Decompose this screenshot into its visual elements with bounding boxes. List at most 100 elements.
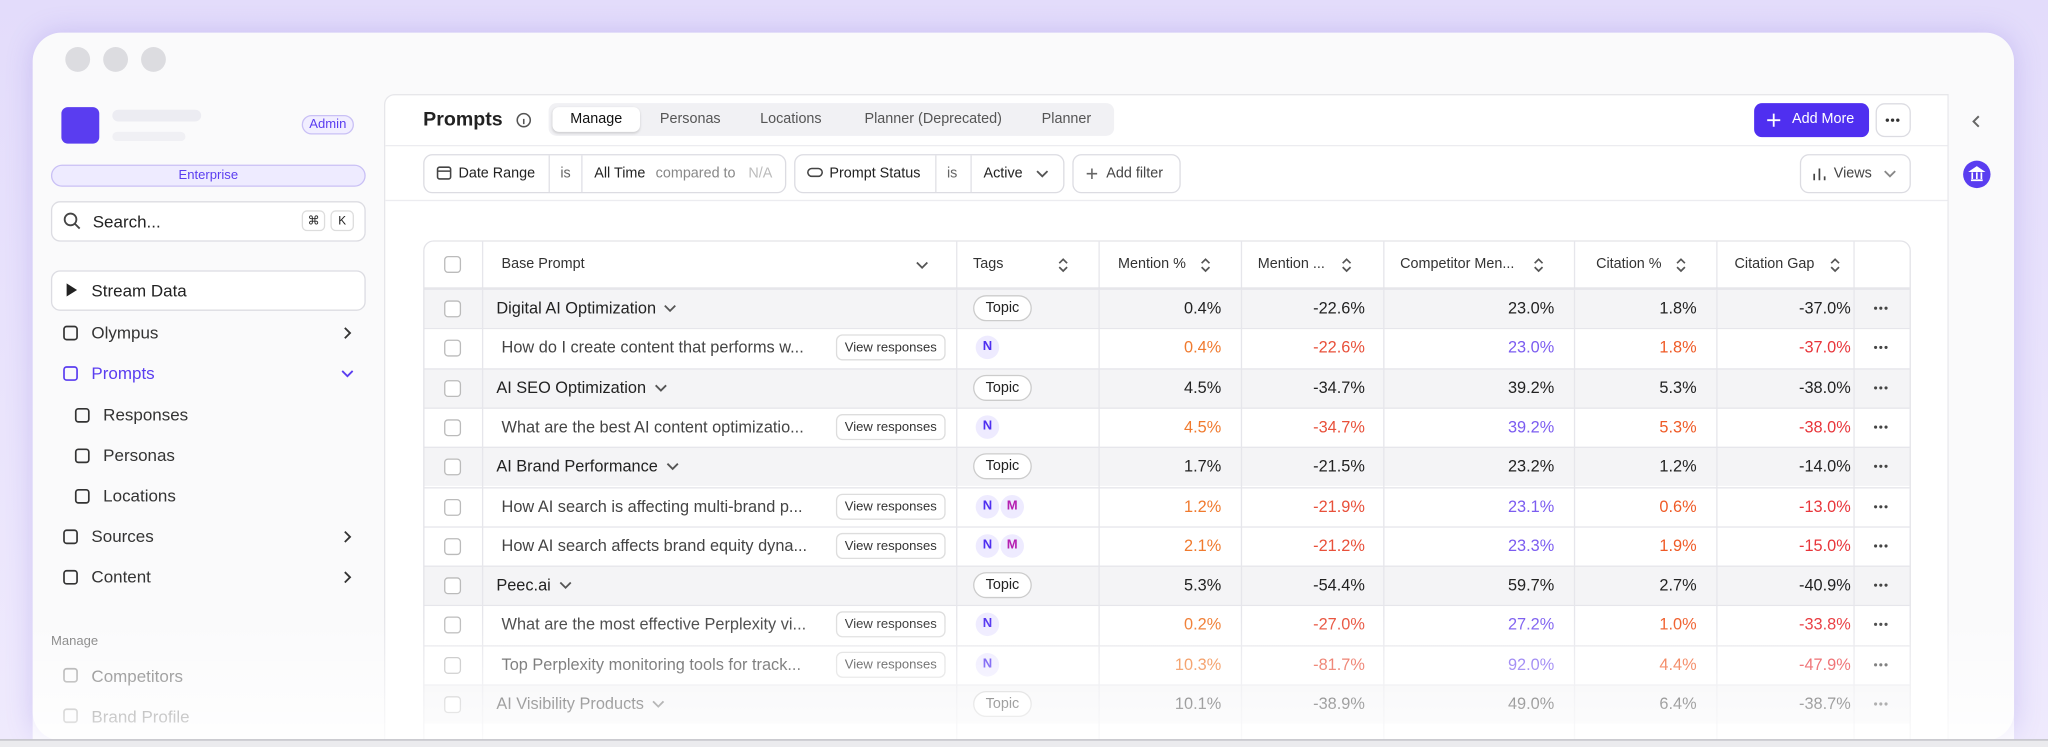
- tab-bar: [548, 103, 1115, 136]
- metric-value: 4.5%: [1183, 417, 1222, 437]
- stream-data-box[interactable]: [50, 270, 366, 311]
- row-checkbox[interactable]: [444, 498, 462, 516]
- view-responses-button[interactable]: View responses: [835, 532, 946, 559]
- search-box[interactable]: [50, 201, 366, 242]
- metric-value: 2.1%: [1183, 536, 1222, 555]
- metric-value: 5.3%: [1659, 417, 1697, 437]
- view-responses-button[interactable]: View responses: [835, 493, 946, 520]
- tab[interactable]: Manage: [552, 107, 640, 132]
- nav-item[interactable]: Personas: [103, 445, 175, 465]
- bottom-edge: [0, 739, 2048, 747]
- metric-value: 23.0%: [1507, 338, 1555, 357]
- column-header[interactable]: Base Prompt: [501, 255, 585, 272]
- nav-icon: [61, 568, 79, 586]
- placeholder-bar: [112, 131, 186, 142]
- metric-value: 1.2%: [1183, 496, 1222, 516]
- topic-name[interactable]: Peec.ai: [496, 576, 551, 595]
- metric-value: 1.2%: [1659, 457, 1697, 476]
- info-icon: [515, 111, 533, 129]
- column-header[interactable]: Mention %: [1118, 255, 1186, 272]
- column-header[interactable]: Competitor Men...: [1400, 255, 1515, 272]
- nav-item[interactable]: Locations: [103, 485, 176, 506]
- metric-value: -34.7%: [1313, 417, 1365, 437]
- chevron: [338, 324, 356, 342]
- tab[interactable]: Planner (Deprecated): [864, 111, 1002, 127]
- metric-value: 0.4%: [1183, 338, 1222, 357]
- row-checkbox[interactable]: [444, 300, 462, 318]
- chevron: [338, 528, 356, 546]
- filter-chip[interactable]: [1072, 154, 1181, 194]
- metric-value: -21.9%: [1313, 496, 1365, 516]
- topic-name[interactable]: AI Brand Performance: [496, 457, 658, 476]
- filter-chip[interactable]: [794, 154, 1065, 194]
- metric-value: 1.9%: [1659, 536, 1697, 555]
- metric-value: 1.7%: [1183, 457, 1222, 476]
- filter-text: Views: [1833, 165, 1872, 182]
- row-checkbox[interactable]: [444, 379, 462, 397]
- metric-value: 1.8%: [1659, 299, 1697, 318]
- tab[interactable]: Personas: [659, 111, 721, 127]
- nav-item[interactable]: Prompts: [91, 363, 155, 383]
- prompt-text[interactable]: What are the best AI content optimizatio…: [501, 417, 804, 437]
- tag-badge: M: [1000, 533, 1024, 558]
- nav-item[interactable]: Sources: [91, 526, 154, 546]
- row-menu[interactable]: [1872, 339, 1890, 357]
- column-divider: [481, 241, 484, 747]
- admin-badge: Admin: [301, 114, 354, 135]
- filter-text: is: [946, 165, 958, 182]
- logo: [61, 107, 100, 144]
- row-checkbox[interactable]: [444, 339, 462, 357]
- metric-value: -37.0%: [1799, 338, 1851, 357]
- chevron: [338, 364, 356, 382]
- prompt-text[interactable]: How AI search affects brand equity dyna.…: [501, 536, 808, 555]
- row-menu[interactable]: [1872, 299, 1890, 317]
- row-checkbox[interactable]: [444, 458, 462, 476]
- row-menu[interactable]: [1872, 537, 1890, 555]
- search-icon: [63, 212, 81, 230]
- sort-icon: [1826, 256, 1844, 274]
- tag-pill: Topic: [973, 572, 1032, 599]
- chart-icon: [1810, 165, 1828, 183]
- right-rail-collapse[interactable]: [1968, 112, 1984, 128]
- bottom-fade: [32, 613, 2015, 747]
- row-menu[interactable]: [1872, 418, 1890, 436]
- column-header[interactable]: Tags: [973, 255, 1004, 272]
- metric-value: -38.0%: [1799, 417, 1851, 437]
- topic-name[interactable]: Digital AI Optimization: [496, 299, 657, 318]
- filter-chip[interactable]: [423, 154, 787, 194]
- topic-name[interactable]: AI SEO Optimization: [496, 378, 647, 397]
- row-checkbox[interactable]: [444, 577, 462, 595]
- column-header[interactable]: Mention ...: [1257, 255, 1325, 272]
- prompt-text[interactable]: How AI search is affecting multi-brand p…: [501, 496, 803, 516]
- right-rail-icon[interactable]: [1963, 160, 1991, 189]
- play-icon: [63, 281, 81, 299]
- sort-icon: [1672, 256, 1690, 274]
- metric-value: -22.6%: [1313, 338, 1365, 357]
- view-responses-button[interactable]: View responses: [835, 334, 946, 361]
- row-checkbox[interactable]: [444, 419, 462, 437]
- nav-item[interactable]: Content: [91, 566, 151, 587]
- header-checkbox[interactable]: [444, 255, 462, 273]
- tab[interactable]: Planner: [1041, 111, 1092, 127]
- table-row: [424, 526, 1910, 566]
- row-menu[interactable]: [1872, 378, 1890, 396]
- row-menu[interactable]: [1872, 457, 1890, 475]
- nav-item[interactable]: Olympus: [91, 322, 159, 343]
- placeholder-bar: [112, 109, 202, 122]
- nav-icon: [73, 447, 91, 465]
- tab[interactable]: Locations: [760, 111, 822, 127]
- metric-value: 23.3%: [1507, 536, 1555, 555]
- row-menu[interactable]: [1872, 497, 1890, 515]
- prompt-text[interactable]: How do I create content that performs w.…: [501, 338, 804, 357]
- column-header[interactable]: Citation %: [1596, 255, 1662, 272]
- column-divider: [1098, 241, 1100, 747]
- row-checkbox[interactable]: [444, 537, 462, 555]
- view-responses-button[interactable]: View responses: [835, 413, 946, 441]
- column-header[interactable]: Citation Gap: [1734, 255, 1815, 272]
- tag-pill: Topic: [973, 453, 1032, 480]
- nav-item[interactable]: Responses: [103, 404, 189, 425]
- row-menu[interactable]: [1872, 576, 1890, 594]
- metric-value: 39.2%: [1507, 417, 1555, 437]
- table-row: [424, 367, 1910, 408]
- chevron: [1033, 165, 1051, 183]
